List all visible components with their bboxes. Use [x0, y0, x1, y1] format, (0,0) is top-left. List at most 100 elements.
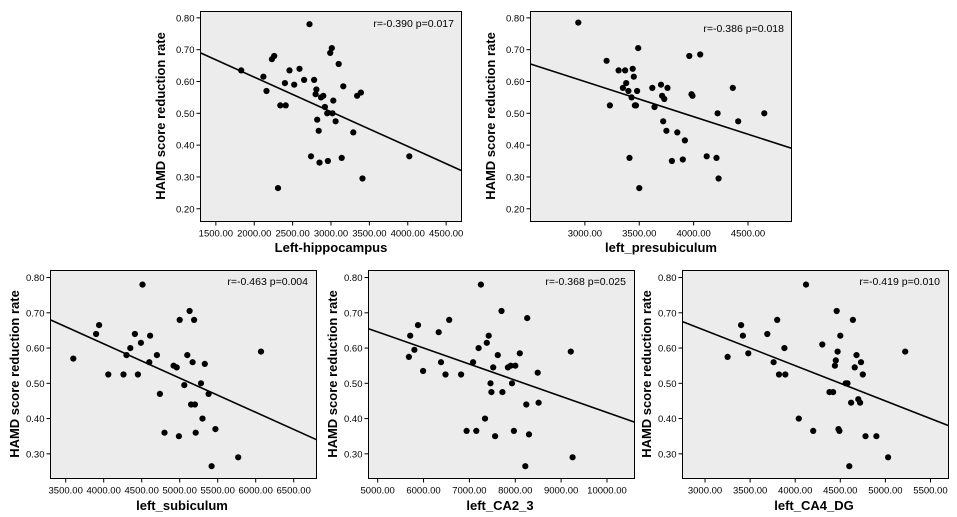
data-point [201, 360, 208, 367]
x-tick-label: 9000.00 [544, 486, 578, 497]
y-tick-label: 0.30 [658, 449, 677, 460]
scatter-panel-left-ca2-3: r=-0.368 p=0.025 5000.00 6000.00 7000.00 80… [320, 266, 640, 516]
data-point [296, 65, 303, 72]
data-point [405, 353, 412, 360]
data-point [315, 127, 322, 134]
data-point [681, 137, 688, 144]
data-point [764, 330, 771, 338]
x-tick-label: 3000.00 [568, 229, 602, 240]
data-point [192, 429, 199, 436]
data-point [846, 463, 853, 470]
scatter-plot: r=-0.390 p=0.017 1500.00 2000.00 2500.00 30… [153, 11, 463, 255]
data-point [831, 362, 838, 369]
data-point [191, 401, 198, 408]
stat-annotation: r=-0.419 p=0.010 [859, 276, 940, 288]
data-point [569, 454, 576, 461]
data-point [802, 281, 810, 288]
data-point [313, 86, 320, 93]
data-point [507, 362, 514, 369]
data-point [147, 332, 154, 339]
data-point [335, 60, 342, 68]
data-point [199, 415, 206, 422]
data-point [735, 118, 742, 125]
data-point [661, 95, 668, 103]
data-point [849, 316, 856, 323]
data-point [487, 380, 494, 387]
data-point [470, 359, 477, 366]
data-point [625, 87, 632, 95]
data-point [161, 429, 168, 436]
scatter-plot: r=-0.386 p=0.018 3000.00 3500.00 4000.00 45… [483, 11, 792, 255]
scatter-panel-left-ca4-dg: r=-0.419 p=0.010 3000.00 3500.00 4000.00 45… [634, 266, 954, 516]
data-point [96, 322, 103, 329]
scatter-panel-left-presubiculum: r=-0.386 p=0.018 3000.00 3500.00 4000.00 45… [480, 6, 800, 261]
y-tick-label: 0.50 [176, 109, 195, 120]
data-point [120, 371, 127, 378]
data-point [442, 371, 449, 378]
x-axis-title: Left-hippocampus [275, 240, 388, 255]
data-point [859, 371, 866, 378]
stat-annotation: r=-0.390 p=0.017 [373, 18, 454, 30]
x-axis-title: left_presubiculum [605, 240, 717, 255]
x-tick-label: 5000.00 [361, 486, 395, 497]
data-point [525, 431, 533, 438]
data-point [781, 345, 788, 352]
data-point [139, 281, 146, 288]
data-point [271, 52, 278, 60]
data-point [407, 332, 414, 339]
plot-area [368, 270, 635, 479]
data-point [657, 81, 665, 88]
data-point [483, 339, 490, 346]
y-axis-title: HAMD score reduction rate [7, 290, 22, 458]
data-point [235, 454, 242, 461]
data-point [524, 315, 531, 322]
x-tick-label: 3500.00 [622, 229, 656, 240]
y-tick-label: 0.20 [176, 204, 195, 215]
y-tick-label: 0.60 [344, 344, 363, 355]
data-point [851, 364, 858, 371]
data-point [301, 76, 308, 83]
data-point [357, 89, 364, 96]
data-point [437, 359, 445, 366]
data-point [626, 154, 633, 161]
x-tick-label: 4500.00 [125, 486, 159, 497]
x-tick-label: 1500.00 [199, 229, 233, 240]
data-point [761, 110, 768, 117]
plot-area [50, 270, 317, 479]
data-point [810, 427, 817, 434]
data-point [494, 352, 501, 359]
data-point [651, 103, 658, 111]
data-point [458, 371, 465, 378]
y-tick-label: 0.50 [506, 109, 525, 120]
data-point [738, 322, 745, 329]
y-tick-label: 0.30 [26, 449, 45, 460]
y-tick-label: 0.60 [26, 344, 45, 355]
data-point [186, 307, 193, 315]
data-point [834, 348, 841, 355]
data-point [795, 415, 802, 422]
data-point [328, 45, 335, 52]
data-point [134, 371, 141, 378]
data-point [629, 65, 636, 72]
data-point [212, 426, 219, 433]
x-tick-label: 4000.00 [87, 486, 121, 497]
data-point [575, 19, 582, 26]
data-point [774, 316, 781, 323]
data-point [679, 156, 686, 163]
y-tick-label: 0.70 [26, 308, 45, 319]
data-point [320, 92, 327, 99]
data-point [281, 80, 288, 87]
data-point [208, 463, 215, 470]
data-point [473, 427, 480, 434]
x-tick-label: 3000.00 [314, 229, 348, 240]
y-axis-title: HAMD score reduction rate [325, 290, 340, 458]
y-axis-title: HAMD score reduction rate [483, 32, 498, 200]
data-point [697, 51, 704, 58]
data-point [93, 330, 100, 338]
data-point [291, 81, 298, 88]
data-point [350, 129, 357, 136]
plot-area [200, 11, 462, 222]
data-point [729, 84, 736, 91]
x-tick-label: 6000.00 [406, 486, 440, 497]
data-point [411, 346, 418, 353]
